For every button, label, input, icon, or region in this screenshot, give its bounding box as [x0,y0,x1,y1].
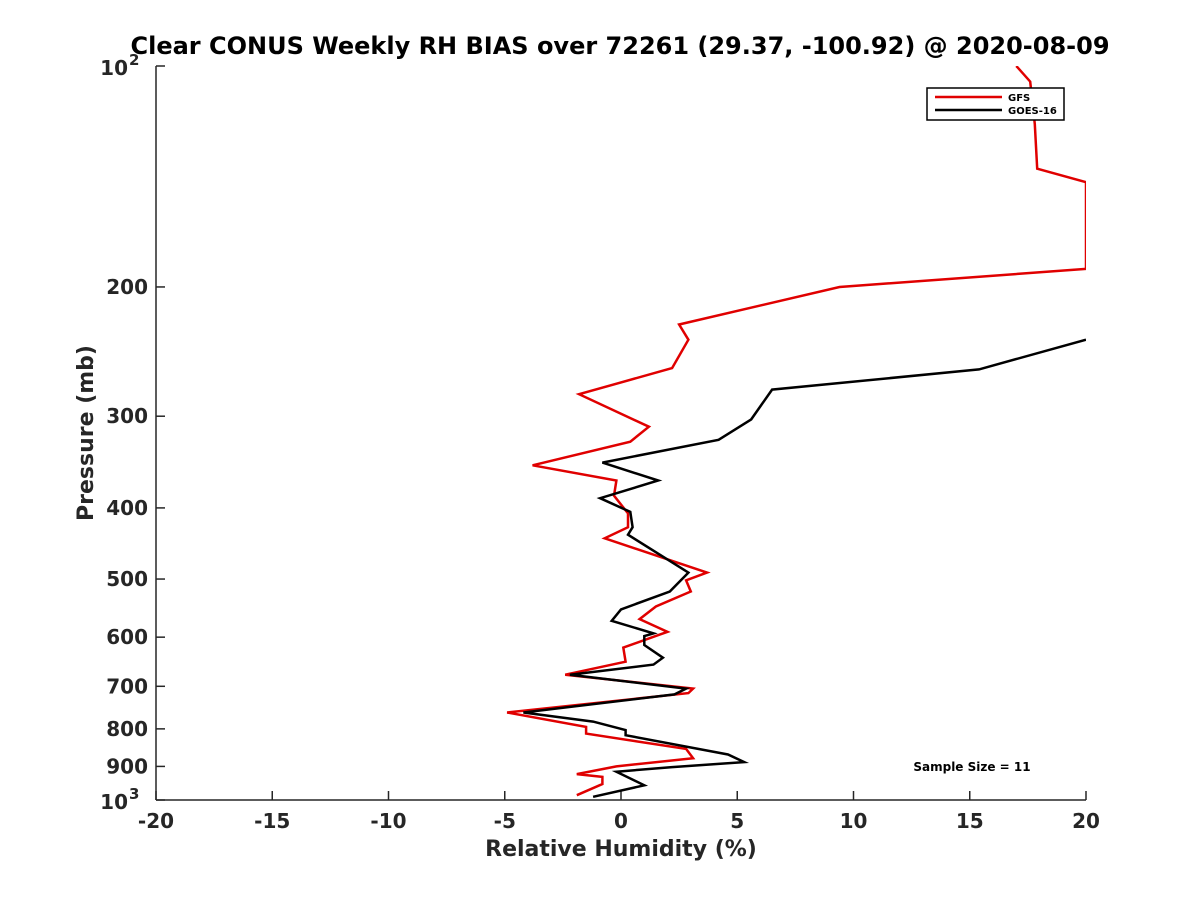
chart-title: Clear CONUS Weekly RH BIAS over 72261 (2… [130,32,1109,60]
y-tick-label: 10 [100,790,128,814]
x-axis-label: Relative Humidity (%) [485,837,757,862]
y-tick-label: 500 [106,567,148,591]
y-tick-label: 800 [106,717,148,741]
y-axis-label: Pressure (mb) [74,345,99,521]
sample-size-annotation: Sample Size = 11 [913,760,1030,774]
x-tick-label: -10 [370,809,406,833]
y-tick-label: 200 [106,275,148,299]
y-tick-exponent: 2 [129,51,139,69]
y-tick-label: 10 [100,56,128,80]
x-tick-label: 15 [956,809,984,833]
y-tick-label: 300 [106,404,148,428]
x-tick-label: 10 [840,809,868,833]
y-tick-label: 400 [106,496,148,520]
x-axis-ticks: -20 -15 -10 -5 0 5 10 15 20 [138,791,1100,833]
x-tick-label: 20 [1072,809,1100,833]
y-tick-label: 900 [106,754,148,778]
y-tick-label: 600 [106,625,148,649]
x-tick-label: -5 [494,809,516,833]
x-tick-label: -20 [138,809,174,833]
series-lines [506,66,1086,799]
legend: GFS GOES-16 [926,87,1065,121]
x-tick-label: 0 [614,809,628,833]
axes [155,66,1086,801]
legend-entry: GFS [1008,93,1030,104]
x-tick-label: -15 [254,809,290,833]
y-tick-exponent: 3 [129,785,139,803]
y-tick-label: 700 [106,674,148,698]
series-line-goes-16 [523,338,1086,799]
legend-box [926,87,1065,121]
series-line-gfs [506,66,1086,797]
x-tick-label: 5 [730,809,744,833]
legend-entry: GOES-16 [1008,106,1057,117]
